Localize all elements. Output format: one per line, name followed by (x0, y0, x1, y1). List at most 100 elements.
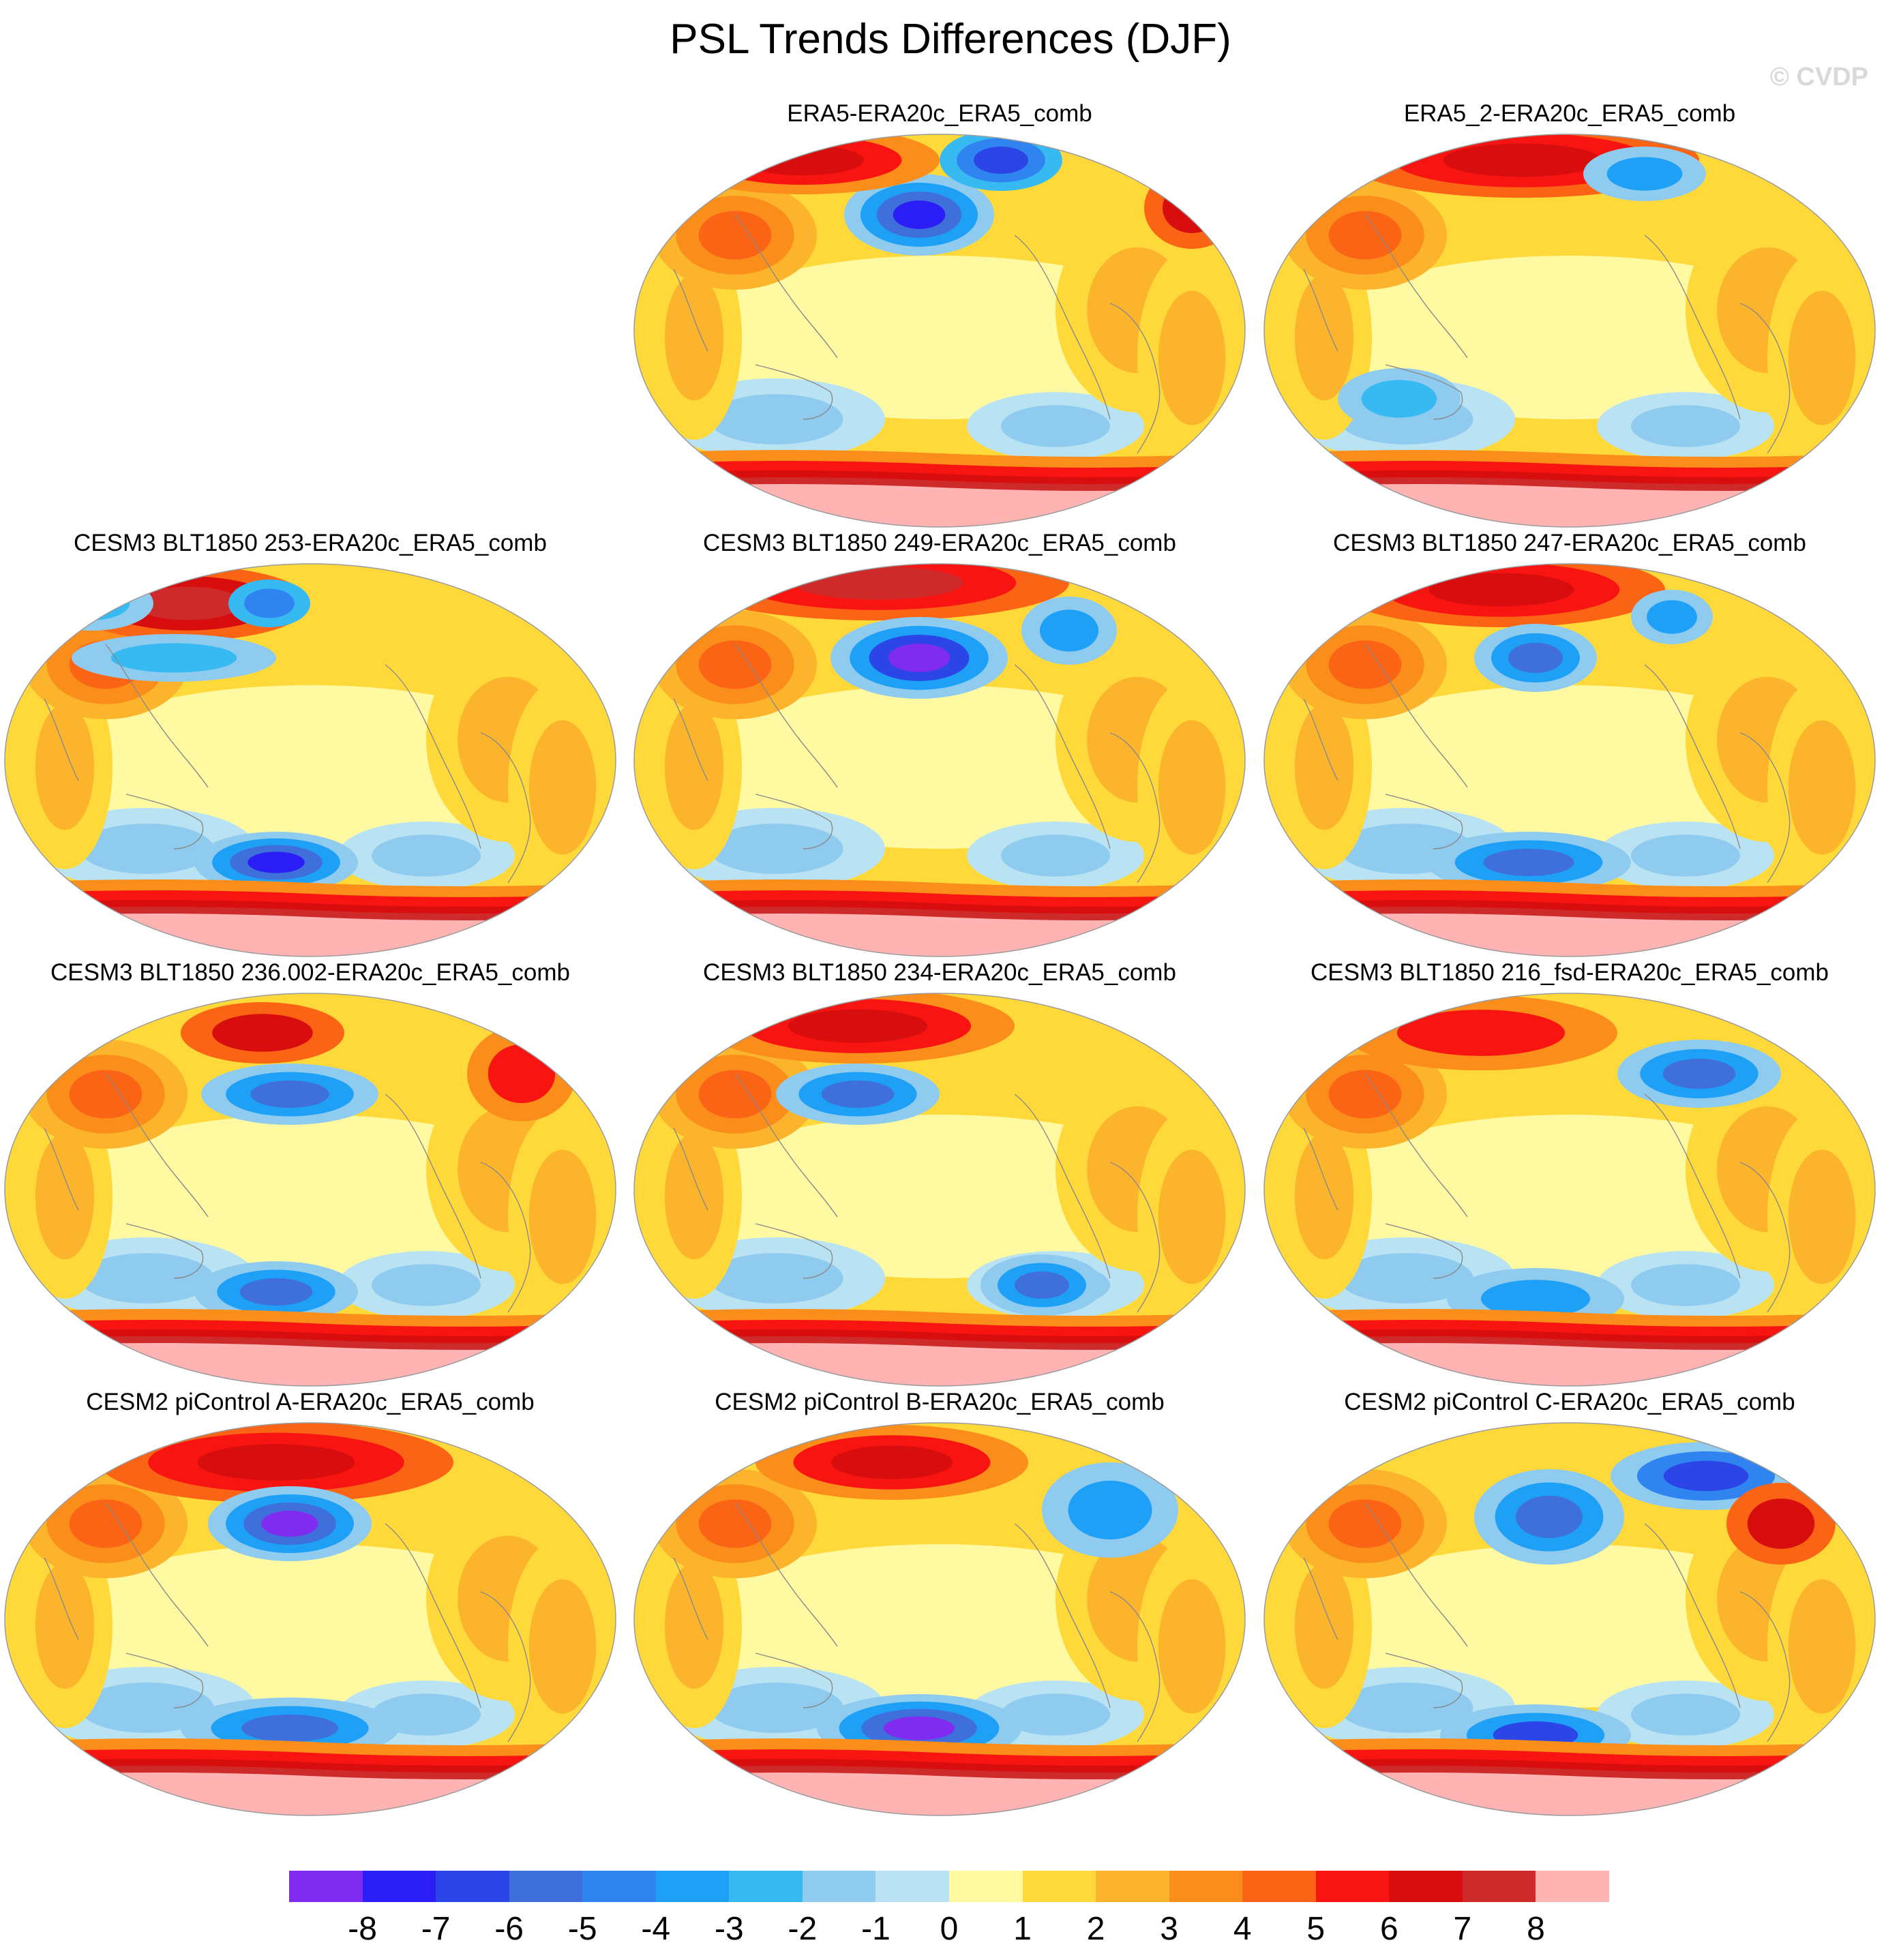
contour-region (241, 1715, 339, 1742)
panel-title: CESM3 BLT1850 234-ERA20c_ERA5_comb (703, 959, 1176, 986)
coastline (1303, 1128, 1338, 1211)
contour-region (79, 824, 214, 874)
map (1263, 134, 1876, 528)
map-field (634, 134, 1245, 527)
colorbar-swatch (1389, 1871, 1463, 1902)
coastline (1364, 1503, 1468, 1647)
contour-region (1158, 290, 1226, 425)
coastline (105, 1073, 209, 1218)
coastline (480, 732, 531, 884)
contour-region (35, 704, 95, 830)
map (4, 563, 616, 957)
contour-region (244, 588, 295, 618)
map-outline (633, 134, 1246, 528)
map-outline (4, 1422, 616, 1816)
contour-region (1158, 1579, 1226, 1714)
contour-region (133, 586, 242, 620)
coastline (1109, 1591, 1161, 1743)
contour-region (1647, 600, 1697, 634)
coastline (755, 794, 833, 849)
contour-region (1328, 1070, 1402, 1119)
contour-region (1428, 573, 1574, 607)
contour-region (528, 1579, 597, 1714)
contour-region (1788, 290, 1856, 425)
figure-title: PSL Trends Differences (DJF) (670, 16, 1231, 63)
colorbar (289, 1871, 1610, 1902)
colorbar-tick-label: 8 (1527, 1911, 1545, 1947)
contour-region (197, 1444, 355, 1481)
map-outline (633, 563, 1246, 957)
contour-region (1039, 609, 1099, 652)
contour-region (1144, 167, 1240, 249)
contour-region (664, 1563, 724, 1689)
contour-region (698, 1499, 772, 1548)
map-field (5, 1423, 616, 1815)
map-outline (633, 993, 1246, 1387)
panel-title: CESM2 piControl C-ERA20c_ERA5_comb (1344, 1389, 1795, 1415)
colorbar-swatch (1169, 1871, 1243, 1902)
coastline (1644, 1094, 1741, 1279)
contour-region (239, 1278, 313, 1306)
contour-region (1606, 157, 1683, 191)
contour-region (1662, 1058, 1736, 1089)
colorbar-tick-label: 1 (1013, 1911, 1032, 1947)
colorbar-tick-label: -6 (494, 1911, 524, 1947)
coastline (1109, 732, 1161, 884)
contour-region (372, 834, 481, 877)
colorbar-tick-label: 2 (1086, 1911, 1105, 1947)
map-panel: CESM3 BLT1850 249-ERA20c_ERA5_comb (629, 528, 1250, 959)
antarctic-cap (1264, 914, 1875, 956)
coastline (734, 644, 838, 788)
map-outline (1263, 563, 1876, 957)
contour-region (261, 1510, 318, 1537)
coastline (673, 698, 708, 781)
map-field (634, 1423, 1245, 1815)
map (1263, 563, 1876, 957)
coastline (673, 269, 708, 352)
contour-region (35, 1133, 95, 1260)
colorbar-tick-label: 4 (1233, 1911, 1252, 1947)
coastline (480, 1162, 531, 1313)
coastline (1364, 644, 1468, 788)
coastline (1364, 1073, 1468, 1218)
contour-region (1361, 380, 1437, 418)
contour-region (743, 145, 864, 176)
contour-region (1516, 1495, 1583, 1539)
map-panel: CESM3 BLT1850 253-ERA20c_ERA5_comb (0, 528, 620, 959)
contour-region (488, 1044, 556, 1104)
coastline (673, 1557, 708, 1640)
colorbar-tick-label: -8 (348, 1911, 377, 1947)
map (633, 134, 1246, 528)
coastline (755, 364, 833, 420)
contour-region (1328, 640, 1402, 689)
coastline (385, 1094, 481, 1279)
contour-region (664, 704, 724, 830)
contour-region (698, 211, 772, 260)
map-panel: CESM2 piControl C-ERA20c_ERA5_comb (1259, 1387, 1880, 1818)
contour-region (1631, 1693, 1740, 1736)
contour-region (1294, 1133, 1354, 1260)
coastline (1385, 1223, 1463, 1279)
coastline (125, 1653, 204, 1708)
contour-region (1328, 1499, 1402, 1548)
contour-region (79, 1253, 214, 1303)
map (1263, 1422, 1876, 1816)
panel-title: CESM3 BLT1850 253-ERA20c_ERA5_comb (74, 530, 547, 556)
contour-region (788, 1009, 928, 1043)
contour-region (35, 1563, 95, 1689)
antarctic-cap (634, 1343, 1245, 1386)
contour-region (1001, 834, 1110, 877)
map-field (1264, 1423, 1875, 1815)
contour-region (1631, 405, 1740, 447)
panel-title: ERA5_2-ERA20c_ERA5_comb (1403, 100, 1736, 127)
coastline (1739, 303, 1791, 454)
contour-region (1631, 1264, 1740, 1306)
panel-title: CESM3 BLT1850 249-ERA20c_ERA5_comb (703, 530, 1176, 556)
map-field (5, 564, 616, 956)
colorbar-swatch (1242, 1871, 1317, 1902)
map-panel: ERA5-ERA20c_ERA5_comb (629, 99, 1250, 530)
colorbar-swatch (436, 1871, 510, 1902)
colorbar-swatch (1462, 1871, 1536, 1902)
contour-region (893, 200, 946, 229)
coastline (1109, 303, 1161, 454)
